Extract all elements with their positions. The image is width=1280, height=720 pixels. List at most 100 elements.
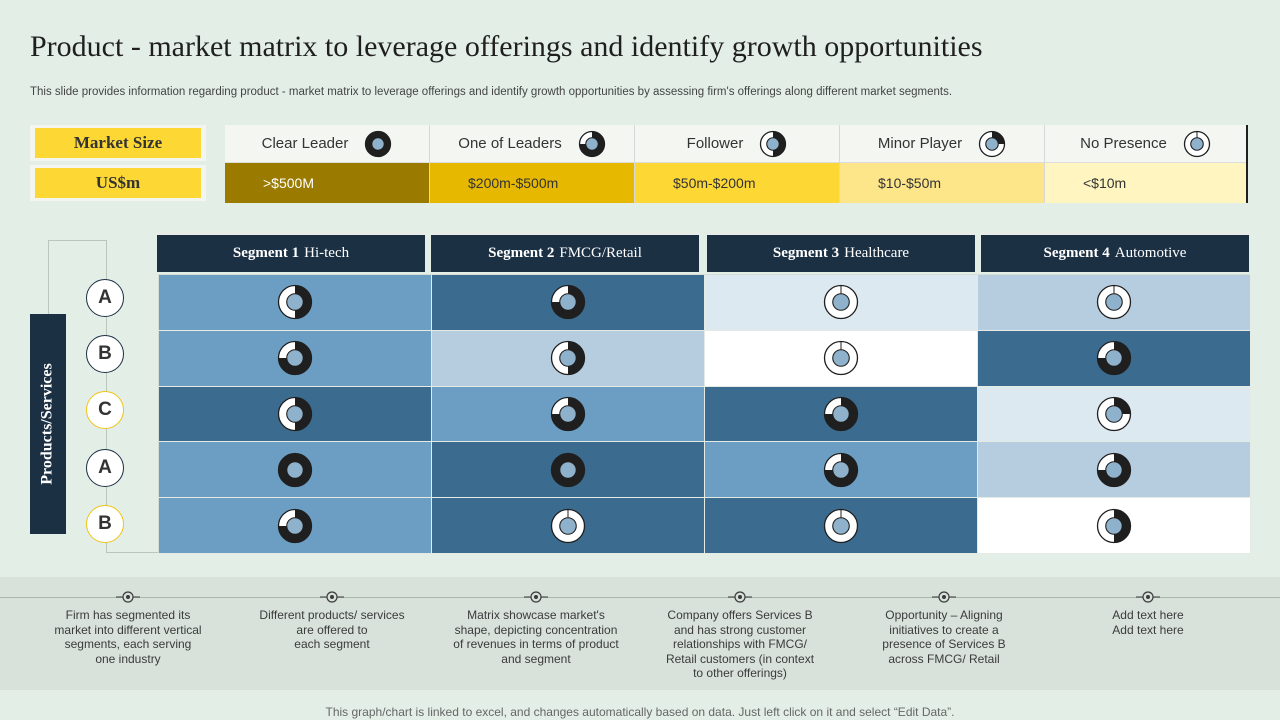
matrix-cell xyxy=(432,442,705,499)
page-title: Product - market matrix to leverage offe… xyxy=(30,30,983,63)
matrix-cell xyxy=(432,498,705,554)
matrix-cell xyxy=(159,498,432,554)
legend-range-cell: $50m-$200m xyxy=(635,163,839,203)
matrix-cell xyxy=(432,386,705,443)
matrix-cell xyxy=(978,330,1251,387)
legend-range: >$500M xyxy=(263,175,314,191)
notes-band xyxy=(0,577,1280,690)
matrix-cell xyxy=(432,330,705,387)
legend-range: <$10m xyxy=(1083,175,1127,191)
node-icon xyxy=(320,591,344,603)
matrix-cell xyxy=(705,442,978,499)
harvey-ball-icon xyxy=(823,396,859,432)
harvey-ball-icon xyxy=(1096,452,1132,487)
harvey-ball-icon xyxy=(823,508,859,543)
matrix-grid xyxy=(158,274,1251,554)
legend-range-cell: $200m-$500m xyxy=(430,163,634,203)
currency-label: US$m xyxy=(30,165,206,201)
row-label-a: A xyxy=(86,279,124,317)
harvey-ball-icon xyxy=(550,452,586,487)
harvey-ball-icon xyxy=(277,396,313,432)
harvey-ball-icon xyxy=(550,341,586,376)
legend-item: One of Leaders $200m-$500m xyxy=(430,125,635,203)
legend-name: Follower xyxy=(686,135,744,152)
harvey-ball-icon xyxy=(823,452,859,487)
note-text: Different products/ services are offered… xyxy=(259,608,405,651)
segment-header: Segment 1 Hi-tech xyxy=(157,232,425,272)
node-icon xyxy=(1136,591,1160,603)
matrix-cell xyxy=(705,275,978,331)
harvey-ball-icon xyxy=(978,130,1006,157)
note-text: Opportunity – Aligning initiatives to cr… xyxy=(882,608,1006,666)
frame-line xyxy=(106,552,158,553)
note-text: Company offers Services B and has strong… xyxy=(665,608,815,680)
legend-item: Clear Leader >$500M xyxy=(225,125,430,203)
harvey-ball-icon xyxy=(277,341,313,376)
harvey-ball-icon xyxy=(1096,508,1132,543)
matrix-cell xyxy=(432,275,705,331)
footer-note: This graph/chart is linked to excel, and… xyxy=(325,705,955,719)
harvey-ball-icon xyxy=(277,285,313,320)
harvey-ball-icon xyxy=(277,452,313,487)
notes-timeline xyxy=(0,597,1280,598)
matrix-cell xyxy=(978,498,1251,554)
note-text: Firm has segmented its market into diffe… xyxy=(54,608,202,666)
segment-number: Segment 4 xyxy=(1043,245,1110,261)
matrix-cell xyxy=(705,330,978,387)
segment-header: Segment 2 FMCG/Retail xyxy=(431,232,699,272)
row-label-text: C xyxy=(98,399,112,420)
matrix-cell xyxy=(159,386,432,443)
note-text: Matrix showcase market's shape, depictin… xyxy=(453,608,619,666)
row-label-b: B xyxy=(86,505,124,543)
legend-range: $10-$50m xyxy=(878,175,942,191)
harvey-ball-icon xyxy=(760,130,787,157)
row-label-b: B xyxy=(86,335,124,373)
market-size-label: Market Size xyxy=(30,125,206,161)
currency-text: US$m xyxy=(35,168,201,198)
node-icon xyxy=(728,591,752,603)
harvey-ball-icon xyxy=(550,285,586,320)
legend-range-cell: $10-$50m xyxy=(840,163,1044,203)
matrix-cell xyxy=(705,386,978,443)
harvey-ball-icon xyxy=(550,396,586,432)
harvey-ball-icon xyxy=(1183,130,1211,157)
legend-range-cell: >$500M xyxy=(225,163,429,203)
legend-name: Minor Player xyxy=(877,135,963,152)
matrix-cell xyxy=(159,442,432,499)
matrix-cell xyxy=(159,275,432,331)
legend-range-cell: <$10m xyxy=(1045,163,1246,203)
frame-line xyxy=(48,240,49,314)
segment-number: Segment 1 xyxy=(232,245,300,261)
legend-range: $200m-$500m xyxy=(468,175,559,191)
matrix-cell xyxy=(978,386,1251,443)
harvey-ball-icon xyxy=(550,508,586,543)
legend-range: $50m-$200m xyxy=(673,175,756,191)
products-services-label: Products/Services xyxy=(30,314,66,534)
matrix-cell xyxy=(978,442,1251,499)
legend-name: Clear Leader xyxy=(261,135,349,152)
segment-number: Segment 3 xyxy=(772,245,840,261)
segment-name: Hi-tech xyxy=(304,245,350,261)
segment-header: Segment 4 Automotive xyxy=(981,232,1249,272)
harvey-ball-icon xyxy=(365,130,392,157)
frame-line xyxy=(48,240,106,241)
segment-header: Segment 3 Healthcare xyxy=(707,232,975,272)
legend-item: Minor Player $10-$50m xyxy=(840,125,1045,203)
harvey-ball-icon xyxy=(1096,396,1132,432)
note-item: Different products/ services are offered… xyxy=(247,590,417,652)
legend-item: Follower $50m-$200m xyxy=(635,125,840,203)
legend-item: No Presence <$10m xyxy=(1045,125,1246,203)
axis-label-text: Products/Services xyxy=(39,363,56,485)
harvey-ball-icon xyxy=(823,285,859,320)
note-item: Firm has segmented its market into diffe… xyxy=(43,590,213,666)
legend-name: No Presence xyxy=(1080,135,1167,152)
note-text: Add text here Add text here xyxy=(1112,608,1184,637)
row-label-text: B xyxy=(98,513,112,534)
row-label-c: C xyxy=(86,391,124,429)
row-label-a: A xyxy=(86,449,124,487)
legend-name: One of Leaders xyxy=(458,135,562,152)
note-item: Company offers Services B and has strong… xyxy=(655,590,825,681)
harvey-ball-icon xyxy=(1096,341,1132,376)
harvey-ball-icon xyxy=(1096,285,1132,320)
node-icon xyxy=(116,591,140,603)
